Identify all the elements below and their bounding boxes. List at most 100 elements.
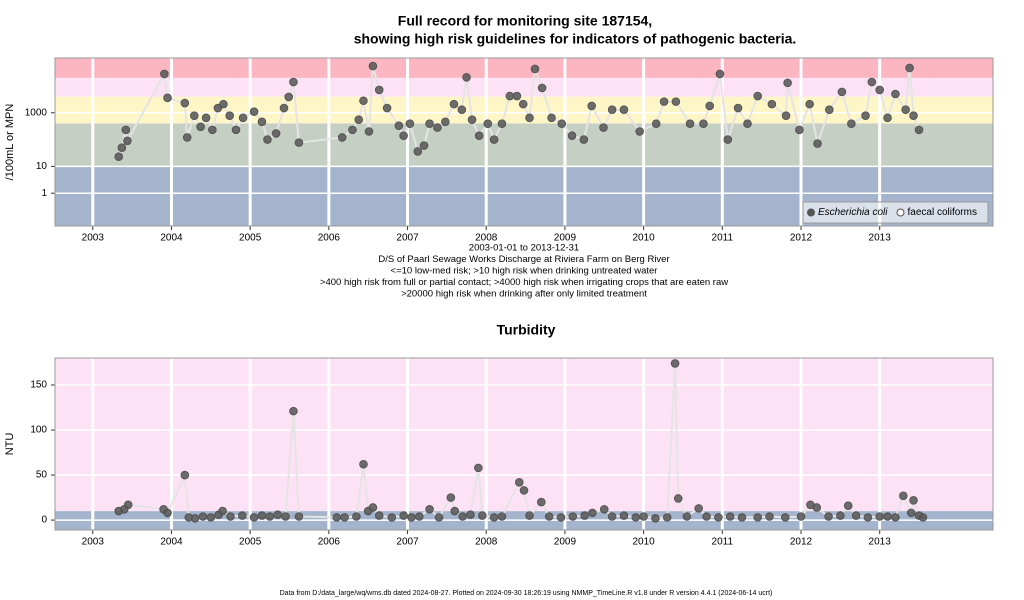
data-point [847,119,856,129]
data-point [867,77,877,87]
x-tick-label: 2006 [318,233,341,244]
data-point [332,513,342,522]
data-point [237,511,247,520]
data-point [433,123,442,132]
data-point [662,513,672,522]
data-point [497,119,507,129]
data-point [875,512,884,521]
data-point [198,512,208,521]
data-point [226,512,235,521]
data-point [434,513,444,522]
data-point [883,512,892,521]
data-point [619,105,629,115]
data-point [918,513,928,522]
data-point [767,99,777,109]
data-point [670,359,680,368]
data-point [289,406,298,416]
data-point [399,131,408,140]
data-point [825,105,834,115]
x-tick-label: 2003 [82,233,105,244]
data-point [337,133,347,142]
risk-band [55,123,993,167]
x-tick-label: 2008 [475,537,498,548]
data-point [289,77,298,87]
x-tick-label: 2008 [475,233,498,244]
data-point [352,512,361,521]
data-point [257,511,267,520]
data-point [795,125,804,135]
y-tick-label: 1000 [25,107,48,118]
data-point [805,99,814,109]
data-point [781,111,791,120]
chart-title: Full record for monitoring site 187154, [398,13,652,29]
data-point [525,113,534,123]
x-tick-label: 2005 [239,537,262,548]
x-tick-label: 2011 [712,537,734,548]
data-point [557,119,567,129]
caption-line: >400 high risk from full or partial cont… [320,277,728,288]
chart-title: Turbidity [497,322,556,338]
x-tick-label: 2003 [82,537,105,548]
data-point [462,72,471,82]
data-point [271,129,281,138]
data-point [639,512,648,521]
x-tick-label: 2005 [239,233,262,244]
data-point [518,99,528,109]
x-tick-label: 2010 [632,537,655,548]
data-point [705,101,715,111]
data-point [505,91,515,101]
data-point [466,510,475,519]
data-point [265,512,275,521]
data-point [359,459,368,469]
data-point [753,91,763,101]
y-axis-label: NTU [4,433,16,456]
data-point [863,513,873,522]
data-point [489,513,499,522]
data-point [474,463,483,473]
data-point [364,127,374,136]
data-point [121,125,131,135]
data-point [714,513,723,522]
data-point [547,113,556,123]
data-point [340,513,349,522]
data-point [394,121,404,130]
data-point [599,504,609,514]
legend-label: Escherichia coli [818,207,888,218]
data-point [477,511,487,520]
data-point [544,512,554,521]
x-tick-label: 2006 [318,537,341,548]
data-point [753,513,763,522]
y-tick-label: 0 [41,515,47,526]
data-point [190,513,200,523]
data-point [898,491,908,501]
data-point [163,508,172,518]
risk-band [55,77,993,97]
data-point [567,131,577,140]
data-point [294,512,304,521]
data-point [914,125,924,135]
data-point [273,510,282,519]
data-point [189,111,199,120]
caption-line: 2003-01-01 to 2013-12-31 [469,243,579,254]
y-tick-label: 150 [30,380,47,391]
data-point [294,138,304,147]
chart-subtitle: showing high risk guidelines for indicat… [354,31,797,47]
data-point [399,511,408,520]
data-point [123,500,133,510]
data-point [607,512,617,521]
legend-marker [896,208,905,217]
data-point [631,513,641,522]
data-point [519,486,529,495]
data-point [405,119,415,129]
data-point [530,64,540,74]
plot-frame [54,57,994,227]
risk-band [55,358,993,512]
data-point [368,503,378,512]
data-point [512,91,522,101]
data-point [467,115,477,125]
data-point [231,125,241,135]
data-point [651,119,661,129]
data-point [843,501,853,510]
